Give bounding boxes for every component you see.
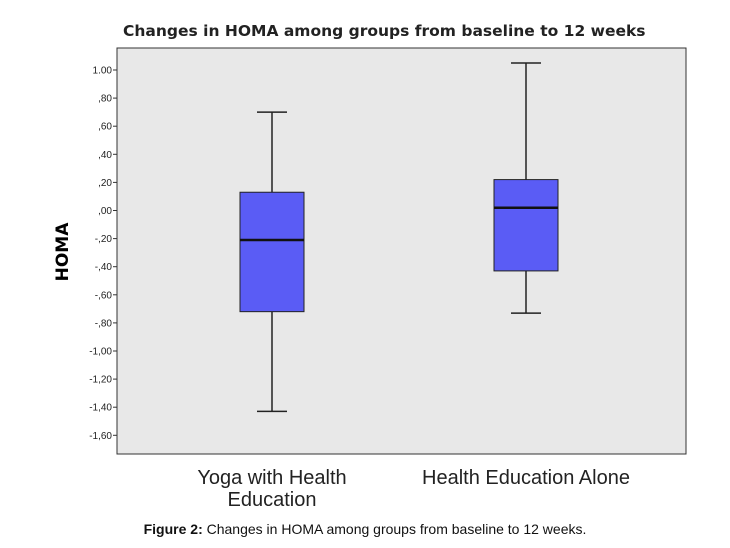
y-tick-label: -,80: [95, 318, 113, 329]
y-tick-label: ,00: [98, 206, 112, 217]
figure-caption: Figure 2: Changes in HOMA among groups f…: [0, 521, 730, 537]
chart-title: Changes in HOMA among groups from baseli…: [123, 22, 646, 40]
y-tick-label: -,40: [95, 262, 113, 273]
y-axis: 1.00 ,80 ,60 ,40 ,20 ,00 -,20 -,40 -,60 -,80 -1,00…: [89, 66, 117, 442]
y-tick-label: ,60: [98, 122, 112, 133]
category-label: Health Education Alone: [422, 467, 630, 489]
y-tick-label: -,60: [95, 290, 113, 301]
y-tick-label: -1,60: [89, 431, 112, 442]
y-tick-label: -1,40: [89, 403, 112, 414]
plot-area: [116, 47, 687, 455]
y-tick-label: -1,20: [89, 375, 112, 386]
y-tick-label: ,80: [98, 94, 112, 105]
y-tick-label: ,20: [98, 178, 112, 189]
caption-text: Changes in HOMA among groups from baseli…: [202, 521, 587, 537]
iqr-box: [239, 191, 305, 313]
category-label: Yoga with Health: [197, 467, 346, 489]
y-tick-label: -,20: [95, 234, 113, 245]
box-group: [493, 62, 559, 314]
y-tick-label: -1,00: [89, 347, 112, 358]
caption-label: Figure 2:: [143, 521, 203, 537]
category-label: Education: [228, 489, 317, 511]
y-axis-label: HOMA: [53, 222, 73, 282]
y-tick-label: 1.00: [93, 66, 113, 77]
y-tick-label: ,40: [98, 150, 112, 161]
boxes: [239, 62, 559, 413]
iqr-box: [493, 179, 559, 272]
box-group: [239, 111, 305, 413]
